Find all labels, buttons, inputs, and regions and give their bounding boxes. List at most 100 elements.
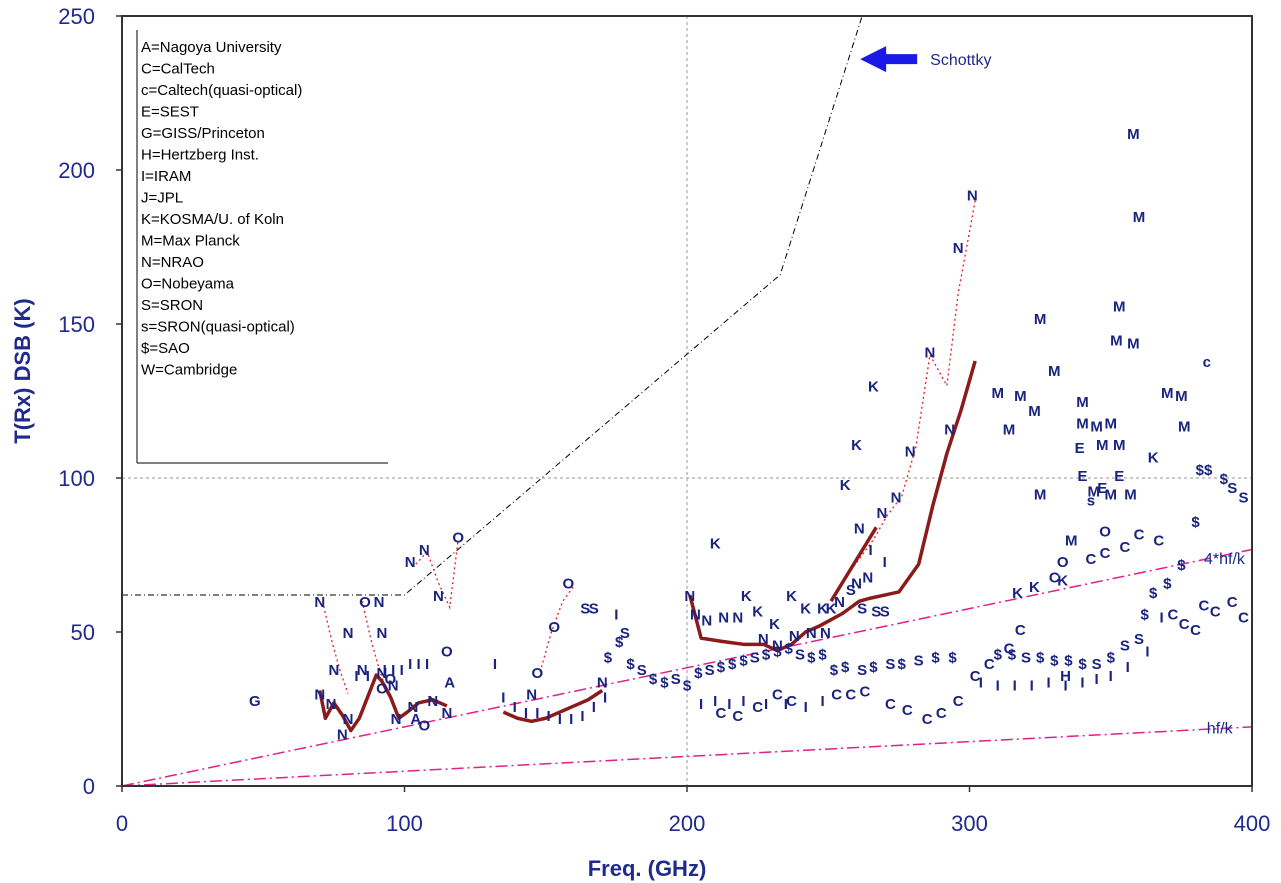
data-point-63: $ bbox=[683, 677, 692, 694]
data-point-137: N bbox=[925, 345, 936, 362]
data-point-80: S bbox=[885, 656, 895, 673]
data-point-108: N bbox=[718, 610, 729, 627]
data-point-110: K bbox=[741, 588, 752, 605]
data-point-143: C bbox=[831, 687, 842, 704]
data-point-225: K bbox=[1012, 585, 1023, 602]
data-point-159: C bbox=[1134, 526, 1145, 543]
data-point-154: C bbox=[1015, 622, 1026, 639]
data-point-55: $ bbox=[604, 650, 613, 667]
data-point-181: I bbox=[979, 674, 983, 691]
data-point-97: $ bbox=[1149, 585, 1158, 602]
data-point-175: I bbox=[727, 696, 731, 713]
dotted-series-2 bbox=[415, 539, 459, 610]
data-point-14: N bbox=[343, 711, 354, 728]
data-point-165: C bbox=[1210, 603, 1221, 620]
data-point-92: S bbox=[1092, 656, 1102, 673]
data-point-6: N bbox=[376, 625, 387, 642]
data-point-105: N bbox=[684, 588, 695, 605]
data-point-149: C bbox=[936, 705, 947, 722]
data-point-31: I bbox=[408, 656, 412, 673]
data-point-152: C bbox=[984, 656, 995, 673]
data-point-190: I bbox=[1126, 659, 1130, 676]
data-point-60: $ bbox=[649, 671, 658, 688]
data-point-44: I bbox=[580, 708, 584, 725]
data-point-162: C bbox=[1179, 616, 1190, 633]
data-point-62: S bbox=[671, 671, 681, 688]
data-point-70: $ bbox=[762, 647, 771, 664]
data-point-107: N bbox=[701, 613, 712, 630]
data-point-57: S bbox=[620, 625, 630, 642]
data-point-5: N bbox=[374, 594, 385, 611]
schottky-line bbox=[122, 15, 863, 596]
data-point-182: I bbox=[996, 677, 1000, 694]
data-point-82: S bbox=[914, 653, 924, 670]
highlight-series-0 bbox=[318, 673, 448, 733]
legend-entry-14: $=SAO bbox=[141, 340, 190, 357]
data-point-15: N bbox=[376, 665, 387, 682]
data-point-169: C bbox=[786, 693, 797, 710]
data-point-201: M bbox=[992, 385, 1005, 402]
data-point-32: I bbox=[417, 656, 421, 673]
data-point-125: S bbox=[846, 582, 856, 599]
data-point-12: N bbox=[326, 696, 337, 713]
data-point-116: K bbox=[826, 600, 837, 617]
data-point-189: I bbox=[1109, 668, 1113, 685]
data-point-128: S bbox=[880, 603, 890, 620]
data-point-59: S bbox=[637, 662, 647, 679]
data-point-75: $ bbox=[818, 647, 827, 664]
x-axis-title: Freq. (GHz) bbox=[588, 856, 707, 881]
data-point-205: M bbox=[1076, 394, 1089, 411]
data-point-160: C bbox=[1153, 533, 1164, 550]
schottky-arrow-head bbox=[860, 46, 887, 73]
data-point-90: $ bbox=[1064, 653, 1073, 670]
data-point-45: I bbox=[592, 699, 596, 716]
data-point-71: $ bbox=[773, 643, 782, 660]
y-tick-label-3: 150 bbox=[58, 312, 95, 337]
schottky-label: Schottky bbox=[930, 52, 991, 69]
data-point-53: S bbox=[589, 600, 599, 617]
data-point-133: N bbox=[854, 520, 865, 537]
data-point-102: $ bbox=[1220, 471, 1229, 488]
data-point-109: N bbox=[732, 610, 743, 627]
data-point-103: S bbox=[1227, 480, 1237, 497]
data-point-124: N bbox=[862, 570, 873, 587]
data-point-163: C bbox=[1190, 622, 1201, 639]
data-point-56: $ bbox=[615, 634, 624, 651]
data-point-24: A bbox=[410, 711, 421, 728]
data-point-113: K bbox=[786, 588, 797, 605]
legend-entry-5: H=Hertzberg Inst. bbox=[141, 147, 259, 164]
data-point-42: I bbox=[558, 711, 562, 728]
data-point-209: M bbox=[1113, 437, 1126, 454]
data-point-19: N bbox=[441, 705, 452, 722]
data-point-26: O bbox=[385, 671, 397, 688]
data-point-76: $ bbox=[830, 662, 839, 679]
data-point-3: N bbox=[343, 625, 354, 642]
data-point-27: O bbox=[376, 680, 388, 697]
data-point-197: M bbox=[1110, 332, 1123, 349]
data-point-85: $ bbox=[994, 647, 1003, 664]
data-point-150: C bbox=[953, 693, 964, 710]
y-tick-label-2: 100 bbox=[58, 466, 95, 491]
data-point-195: M bbox=[1133, 209, 1146, 226]
data-point-222: E bbox=[1097, 480, 1107, 497]
data-point-87: S bbox=[1021, 650, 1031, 667]
data-point-228: K bbox=[1148, 449, 1159, 466]
data-point-204: M bbox=[1003, 422, 1016, 439]
legend-entry-8: K=KOSMA/U. of Koln bbox=[141, 211, 284, 228]
data-point-153: C bbox=[1004, 640, 1015, 657]
data-point-33: I bbox=[425, 656, 429, 673]
legend-entry-1: C=CalTech bbox=[141, 61, 215, 78]
dotted-series-3 bbox=[539, 585, 575, 673]
data-point-95: S bbox=[1134, 631, 1144, 648]
data-point-4: O bbox=[359, 594, 371, 611]
data-point-34: I bbox=[366, 668, 370, 685]
data-point-78: S bbox=[857, 662, 867, 679]
data-point-177: I bbox=[764, 696, 768, 713]
data-point-226: K bbox=[1029, 579, 1040, 596]
data-point-148: C bbox=[922, 711, 933, 728]
data-point-79: $ bbox=[869, 659, 878, 676]
data-point-212: M bbox=[1175, 388, 1188, 405]
data-point-220: E bbox=[1075, 440, 1085, 457]
x-tick-label-4: 400 bbox=[1234, 811, 1271, 836]
